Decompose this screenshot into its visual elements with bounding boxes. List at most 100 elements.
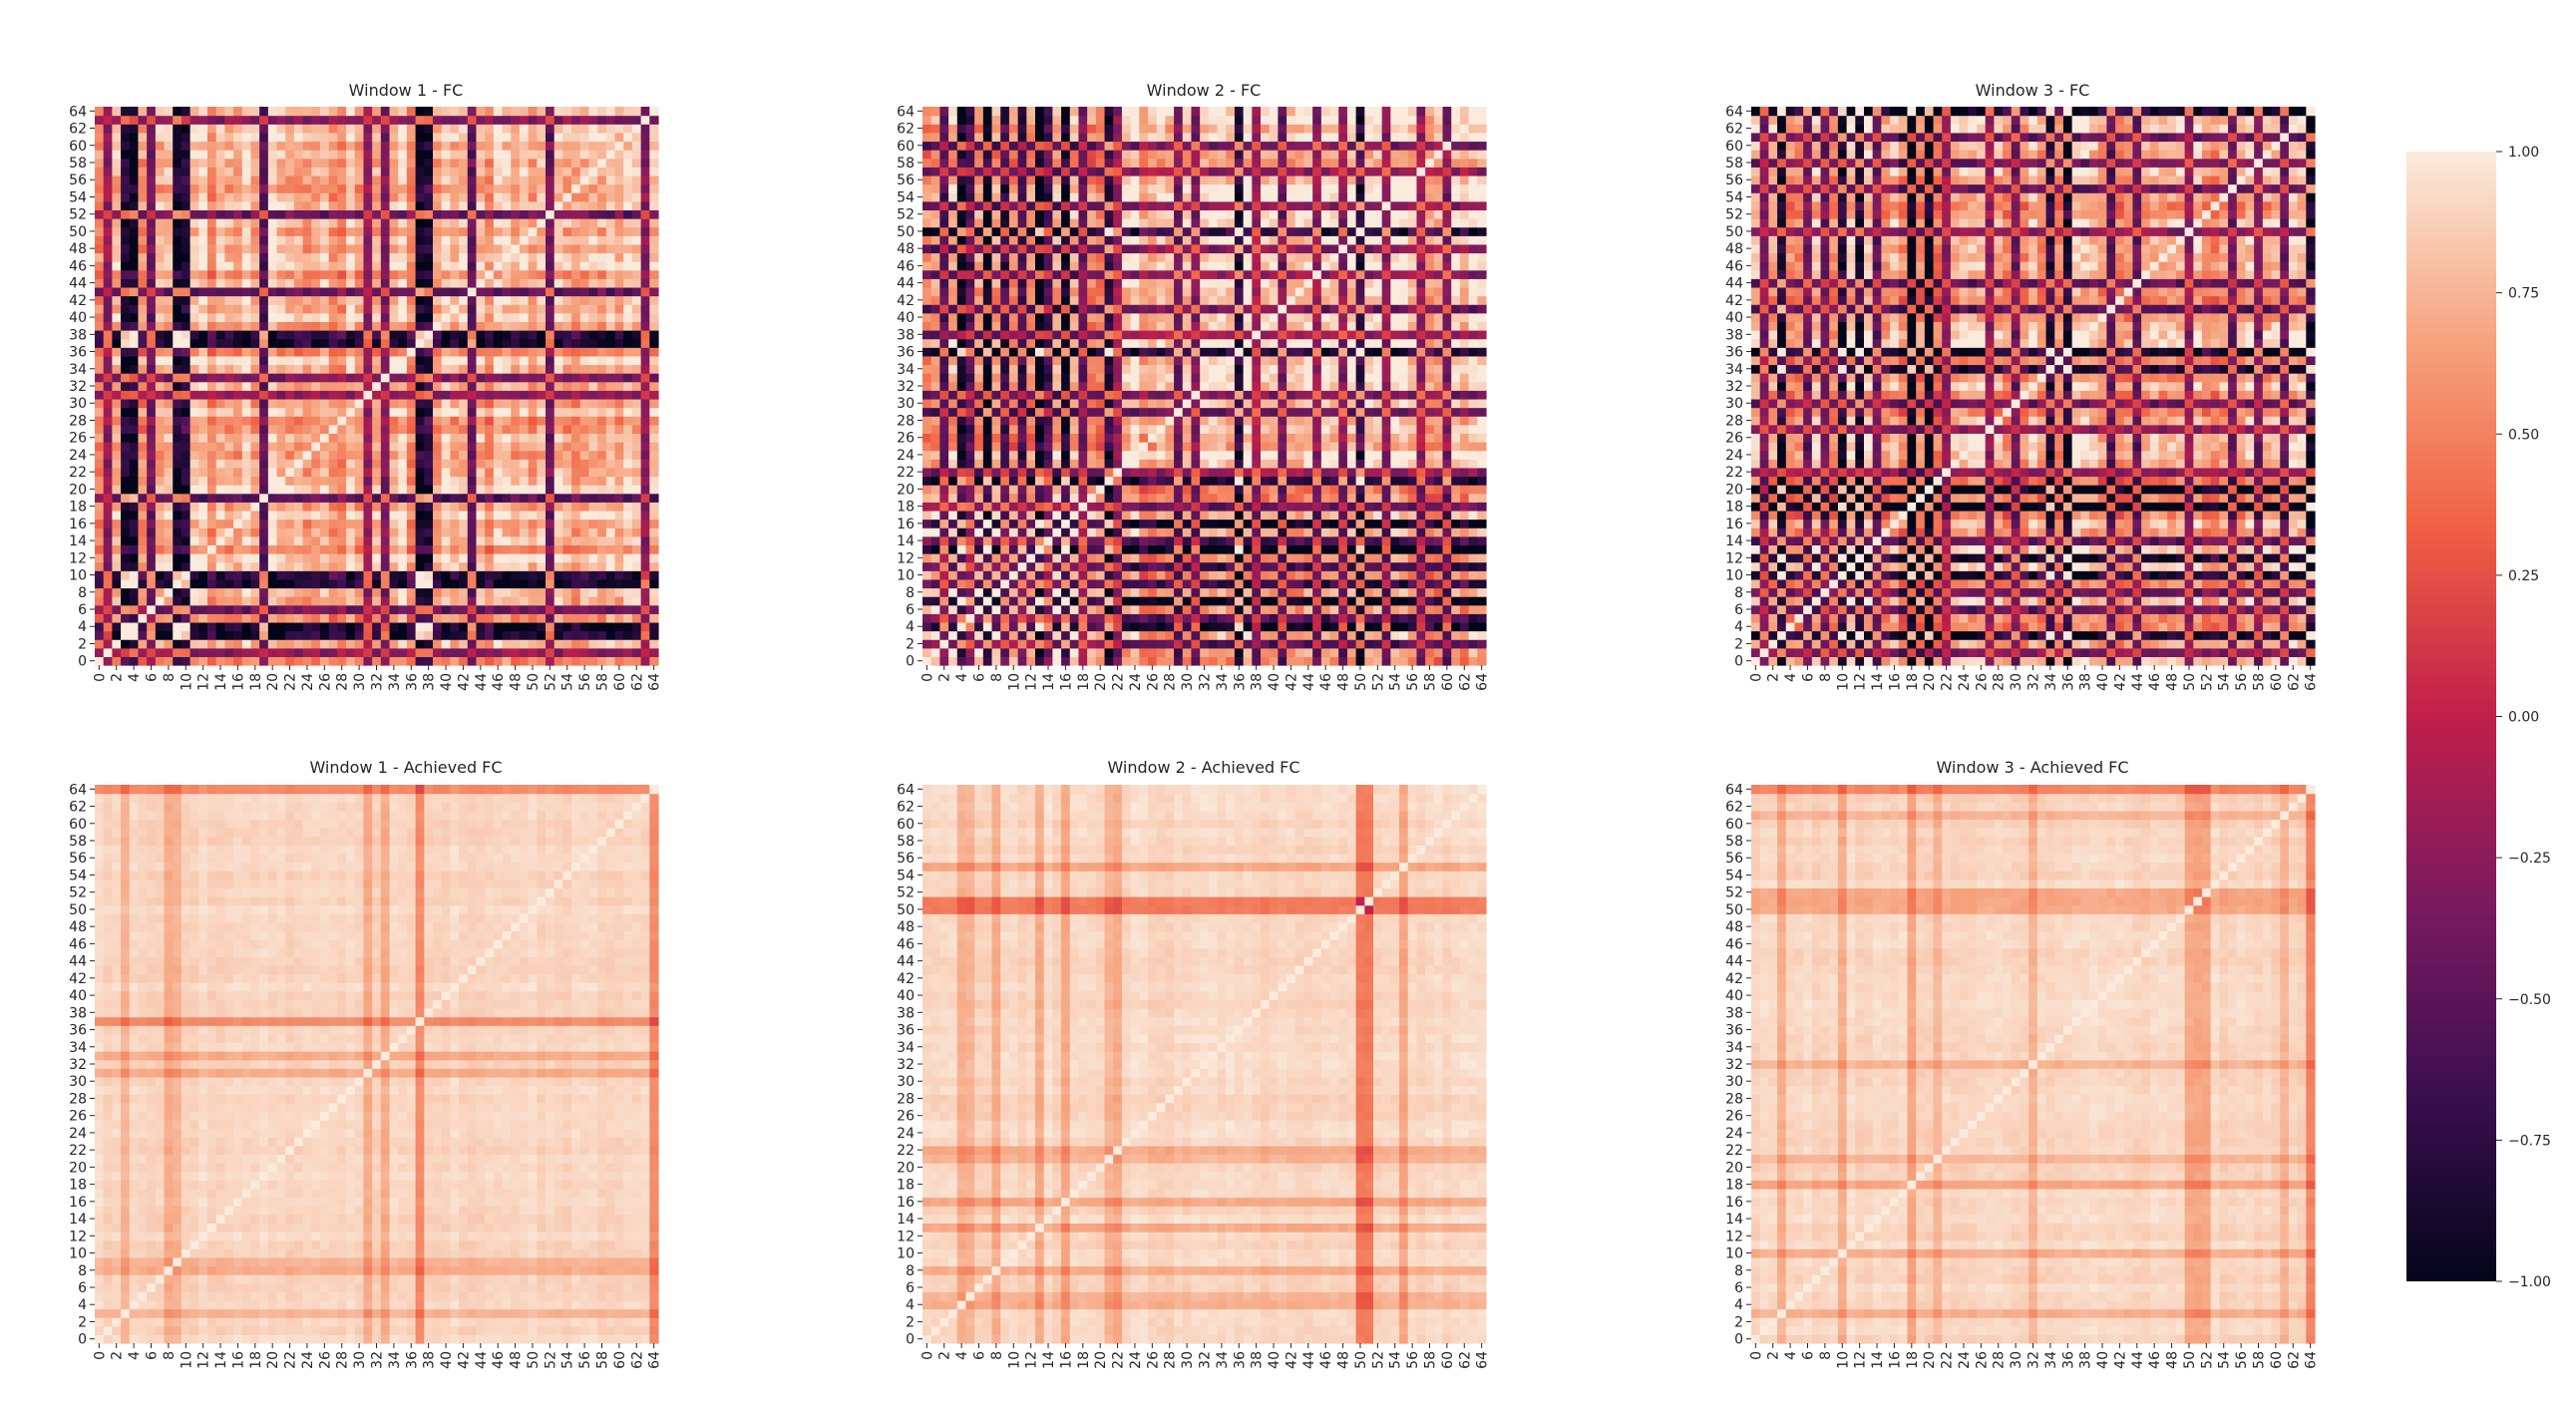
heatmap-cell: [502, 535, 512, 545]
heatmap-cell: [215, 330, 225, 340]
heatmap-cell: [224, 124, 234, 134]
heatmap-cell: [974, 630, 984, 640]
heatmap-cell: [1477, 613, 1487, 623]
heatmap-cell: [112, 510, 122, 521]
heatmap-cell: [450, 493, 460, 503]
heatmap-cell: [147, 510, 157, 521]
heatmap-cell: [103, 604, 113, 614]
heatmap-cell: [276, 424, 286, 434]
heatmap-cell: [476, 476, 486, 486]
heatmap-cell: [605, 587, 616, 597]
heatmap-cell: [164, 587, 174, 597]
heatmap-cell: [614, 407, 624, 417]
heatmap-cell: [233, 570, 243, 580]
heatmap-cell: [380, 312, 391, 322]
heatmap-cell: [459, 493, 469, 503]
heatmap-cell: [649, 442, 659, 452]
heatmap-cell: [103, 587, 113, 597]
heatmap-cell: [546, 364, 555, 374]
heatmap-cell: [528, 613, 538, 623]
heatmap-cell: [406, 570, 417, 580]
heatmap-cell: [346, 218, 356, 228]
heatmap-cell: [147, 243, 157, 254]
heatmap-cell: [467, 304, 478, 314]
heatmap-cell: [372, 373, 382, 383]
heatmap-cell: [293, 209, 304, 219]
heatmap-cell: [605, 459, 616, 469]
heatmap-cell: [485, 381, 495, 391]
heatmap-cell: [164, 656, 174, 666]
heatmap-cell: [579, 278, 590, 288]
heatmap-cell: [328, 261, 338, 271]
heatmap-cell: [1208, 656, 1219, 666]
heatmap-cell: [1346, 613, 1357, 623]
heatmap-cell: [302, 604, 312, 614]
heatmap-cell: [485, 621, 495, 632]
heatmap-cell: [1433, 604, 1444, 614]
heatmap-cell: [588, 587, 598, 597]
heatmap-cell: [1477, 587, 1487, 597]
heatmap-cell: [302, 183, 312, 193]
heatmap-cell: [1174, 604, 1184, 614]
heatmap-cell: [259, 647, 269, 657]
heatmap-cell: [406, 553, 417, 563]
heatmap-cell: [1303, 656, 1313, 666]
heatmap-cell: [398, 544, 408, 554]
heatmap-cell: [346, 613, 356, 623]
heatmap-cell: [467, 158, 478, 168]
heatmap-cell: [1174, 630, 1184, 640]
heatmap-cell: [267, 150, 278, 160]
heatmap-cell: [1399, 630, 1409, 640]
heatmap-cell: [138, 639, 148, 649]
heatmap-cell: [450, 209, 460, 219]
heatmap-cell: [198, 321, 208, 331]
heatmap-cell: [181, 561, 191, 571]
heatmap-cell: [553, 390, 563, 400]
heatmap-cell: [406, 459, 417, 469]
heatmap-cell: [250, 656, 260, 666]
heatmap-cell: [155, 269, 166, 279]
heatmap-cell: [121, 218, 131, 228]
heatmap-cell: [189, 467, 199, 478]
heatmap-cell: [138, 192, 148, 202]
heatmap-cell: [363, 544, 373, 554]
heatmap-cell: [467, 218, 478, 228]
heatmap-cell: [354, 578, 365, 589]
heatmap-cell: [311, 381, 321, 391]
heatmap-cell: [631, 107, 642, 117]
heatmap-cell: [493, 587, 504, 597]
heatmap-cell: [103, 269, 113, 279]
heatmap-cell: [328, 535, 338, 545]
heatmap-cell: [337, 330, 347, 340]
heatmap-cell: [138, 424, 148, 434]
heatmap-cell: [285, 416, 295, 426]
heatmap-cell: [1139, 604, 1149, 614]
heatmap-cell: [415, 656, 425, 666]
heatmap-cell: [537, 459, 547, 469]
heatmap-cell: [605, 433, 616, 443]
heatmap-cell: [519, 613, 530, 623]
heatmap-cell: [103, 235, 113, 245]
heatmap-cell: [389, 321, 399, 331]
heatmap-cell: [597, 124, 607, 134]
heatmap-cell: [605, 604, 616, 614]
heatmap-cell: [215, 252, 225, 262]
heatmap-cell: [129, 433, 140, 443]
heatmap-cell: [380, 132, 391, 143]
heatmap-cell: [614, 476, 624, 486]
heatmap-cell: [155, 295, 166, 305]
heatmap-cell: [1165, 639, 1175, 649]
heatmap-cell: [553, 252, 563, 262]
heatmap-cell: [562, 364, 572, 374]
heatmap-cell: [121, 639, 131, 649]
heatmap-cell: [138, 269, 148, 279]
heatmap-cell: [597, 587, 607, 597]
heatmap-cell: [164, 321, 174, 331]
heatmap-cell: [173, 528, 183, 537]
heatmap-cell: [1477, 630, 1487, 640]
heatmap-cell: [103, 364, 113, 374]
heatmap-cell: [485, 141, 495, 151]
heatmap-cell: [259, 596, 269, 606]
heatmap-cell: [207, 424, 217, 434]
heatmap-cell: [459, 570, 469, 580]
